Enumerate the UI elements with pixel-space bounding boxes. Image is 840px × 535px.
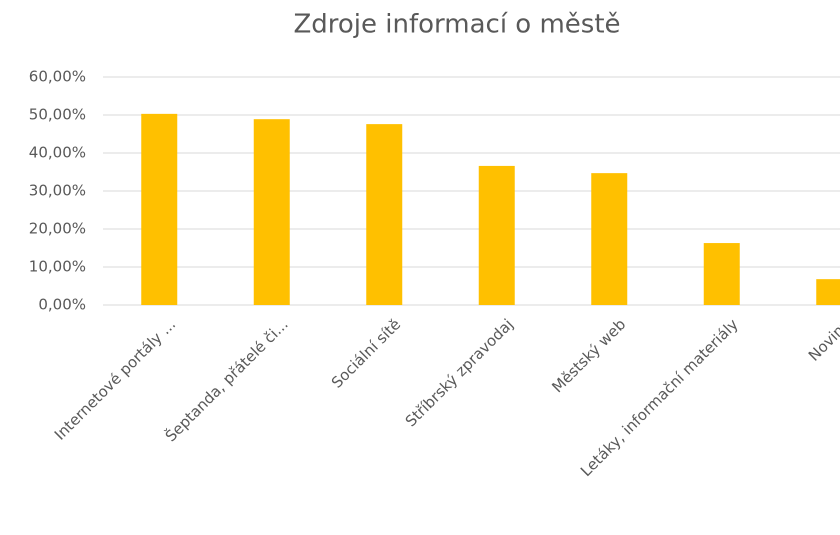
y-tick-label: 10,00%: [29, 258, 86, 276]
x-tick-label: Noviny: [805, 315, 840, 364]
y-tick-label: 50,00%: [29, 106, 86, 124]
y-tick-label: 40,00%: [29, 144, 86, 162]
x-tick-label: Stříbrský zpravodaj: [402, 315, 517, 430]
y-tick-label: 0,00%: [38, 296, 86, 314]
bar: [816, 279, 840, 305]
bar: [591, 173, 628, 305]
x-tick-label: Městský web: [548, 315, 629, 396]
y-tick-label: 60,00%: [29, 68, 86, 86]
y-tick-label: 20,00%: [29, 220, 86, 238]
bar: [366, 124, 403, 306]
bar: [253, 119, 290, 306]
y-tick-label: 30,00%: [29, 182, 86, 200]
x-tick-label: Sociální sítě: [328, 315, 404, 391]
bar: [141, 113, 178, 305]
x-tick-label: Internetové portály ...: [51, 315, 179, 443]
bar: [703, 243, 740, 305]
bar: [478, 165, 515, 305]
chart-title: Zdroje informací o městě: [293, 10, 620, 40]
x-tick-label: Šeptanda, přátelé či...: [161, 315, 292, 446]
